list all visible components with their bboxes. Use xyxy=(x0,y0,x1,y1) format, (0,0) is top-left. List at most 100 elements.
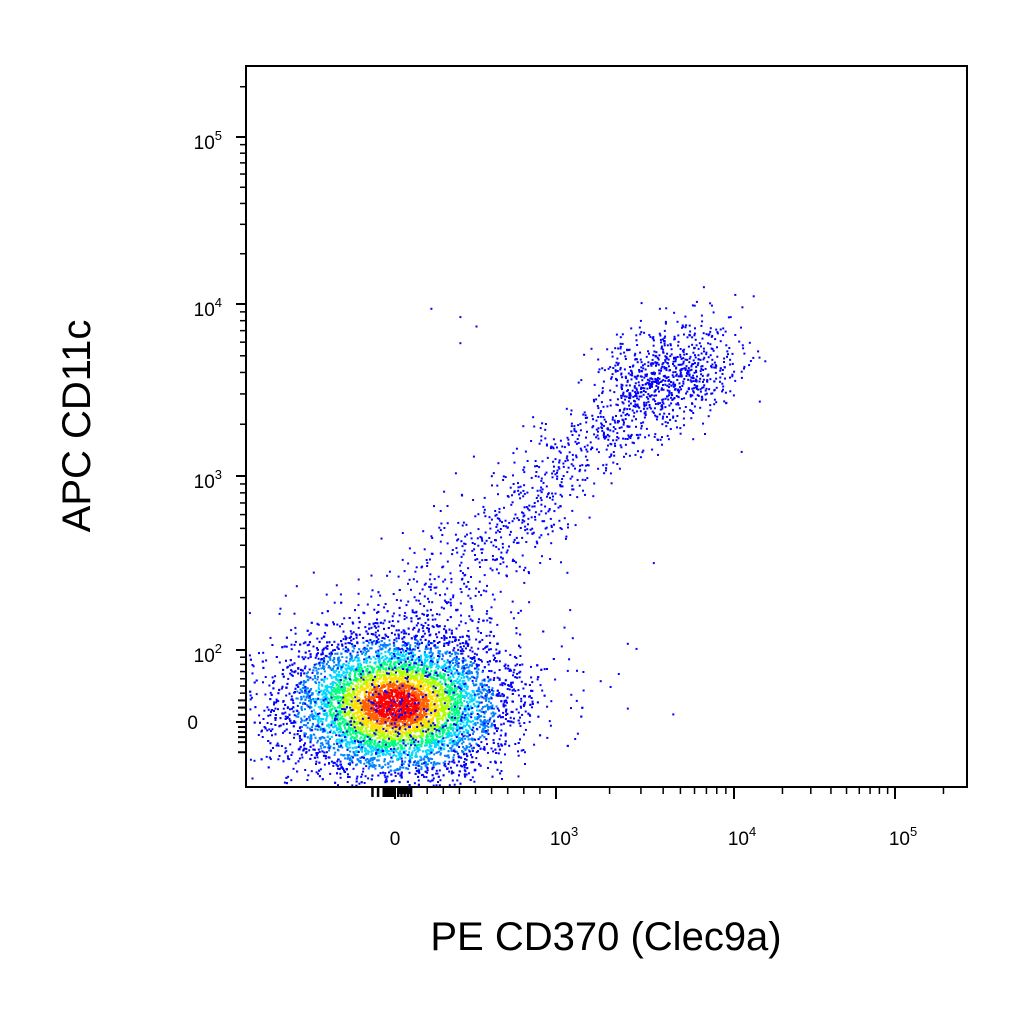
event-dot xyxy=(369,657,372,660)
event-dot xyxy=(446,659,449,662)
event-dot xyxy=(492,690,495,693)
event-dot xyxy=(457,648,460,651)
event-dot xyxy=(481,660,483,663)
event-dot xyxy=(327,690,329,693)
event-dot xyxy=(435,784,438,787)
event-dot xyxy=(370,729,372,732)
event-dot xyxy=(448,739,451,742)
event-dot xyxy=(289,672,292,675)
event-dot xyxy=(405,616,408,619)
event-dot xyxy=(333,743,335,746)
event-dot xyxy=(398,661,401,663)
event-dot xyxy=(308,699,311,702)
event-dot xyxy=(290,673,293,676)
event-dot xyxy=(362,737,365,740)
event-dot xyxy=(461,742,463,745)
event-dot xyxy=(406,692,409,695)
event-dot xyxy=(356,693,359,695)
event-dot xyxy=(314,728,317,731)
event-dot xyxy=(374,767,377,770)
event-dot xyxy=(360,701,363,703)
event-dot xyxy=(446,650,449,653)
event-dot xyxy=(355,636,358,639)
event-dot xyxy=(416,714,419,717)
event-dot xyxy=(363,715,366,718)
event-dot xyxy=(378,658,381,661)
event-dot xyxy=(523,733,525,736)
event-dot xyxy=(352,713,355,716)
event-dot xyxy=(423,632,426,635)
event-dot xyxy=(377,677,380,680)
event-dot xyxy=(342,648,345,651)
event-dot xyxy=(428,678,431,681)
event-dot xyxy=(439,746,442,749)
event-dot xyxy=(514,743,517,745)
event-dot xyxy=(496,768,499,771)
event-dot xyxy=(370,736,372,739)
event-dot xyxy=(399,756,402,759)
event-dot xyxy=(441,677,444,679)
event-dot xyxy=(412,730,415,733)
event-dot xyxy=(356,775,359,778)
event-dot xyxy=(450,681,453,684)
event-dot xyxy=(392,744,395,747)
event-dot xyxy=(319,768,322,771)
event-dot xyxy=(432,766,435,769)
event-dot xyxy=(431,766,434,769)
event-dot xyxy=(352,665,355,668)
event-dot xyxy=(546,736,549,739)
event-dot xyxy=(403,688,405,690)
event-dot xyxy=(428,738,431,741)
event-dot xyxy=(377,625,380,628)
event-dot xyxy=(399,750,402,753)
event-dot xyxy=(453,739,456,742)
event-dot xyxy=(358,675,361,677)
event-dot xyxy=(436,751,439,754)
event-dot xyxy=(363,721,365,724)
event-dot xyxy=(369,661,372,664)
event-dot xyxy=(412,628,415,631)
event-dot xyxy=(304,708,306,711)
event-dot xyxy=(329,657,332,660)
event-dot xyxy=(343,726,346,729)
event-dot xyxy=(278,661,281,664)
event-dot xyxy=(359,761,362,764)
event-dot xyxy=(330,677,333,680)
event-dot xyxy=(438,726,441,729)
event-dot xyxy=(492,750,495,753)
event-dot xyxy=(360,688,363,691)
event-dot xyxy=(381,666,384,668)
event-dot xyxy=(303,687,306,690)
event-dot xyxy=(368,744,371,747)
event-dot xyxy=(312,645,315,648)
event-dot xyxy=(288,664,291,667)
event-dot xyxy=(300,717,303,720)
event-dot xyxy=(265,659,268,662)
event-dot xyxy=(332,705,335,708)
event-dot xyxy=(314,725,317,728)
event-dot xyxy=(461,704,464,707)
event-dot xyxy=(367,777,370,780)
event-dot xyxy=(399,599,402,602)
event-dot xyxy=(488,720,491,723)
event-dot xyxy=(347,692,350,694)
event-dot xyxy=(486,743,488,746)
event-dot xyxy=(482,648,485,651)
event-dot xyxy=(466,723,468,726)
event-dot xyxy=(351,735,354,738)
event-dot xyxy=(350,643,353,646)
event-dot xyxy=(515,657,518,659)
event-dot xyxy=(420,674,423,677)
event-dot xyxy=(404,760,407,763)
event-dot xyxy=(391,709,394,711)
event-dot xyxy=(357,731,360,734)
event-dot xyxy=(378,695,381,698)
event-dot xyxy=(455,693,457,696)
event-dot xyxy=(452,676,455,679)
event-dot xyxy=(351,665,353,668)
event-dot xyxy=(415,684,418,687)
event-dot xyxy=(398,671,401,674)
event-dot xyxy=(536,678,539,681)
event-dot xyxy=(391,723,394,726)
